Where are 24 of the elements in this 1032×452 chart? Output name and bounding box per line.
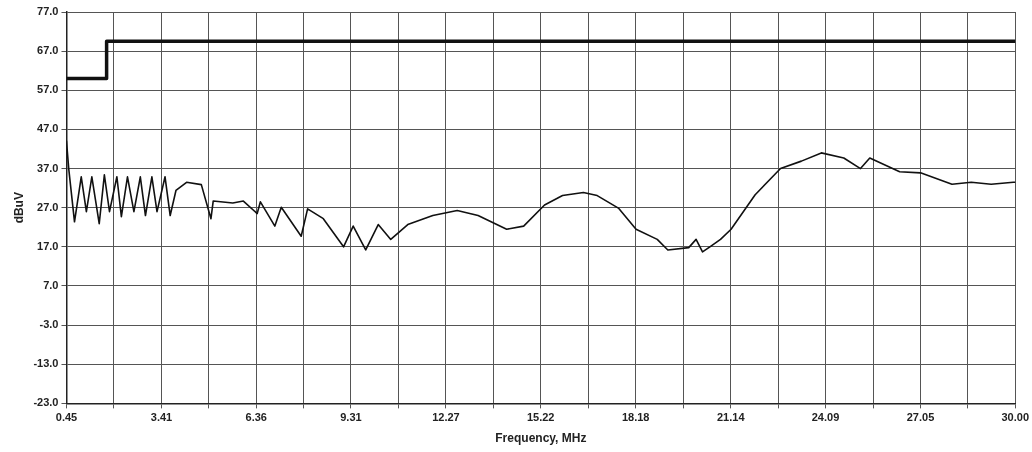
x-tick-label: 15.22 xyxy=(526,411,555,424)
y-tick-label: -23.0 xyxy=(33,396,59,409)
y-tick-label: 27.0 xyxy=(37,200,59,213)
y-tick-label: -3.0 xyxy=(39,318,59,331)
y-tick-label: 17.0 xyxy=(37,239,59,252)
x-tick-label: 30.00 xyxy=(1001,411,1029,424)
y-tick-label: 67.0 xyxy=(37,44,59,57)
y-tick-label: -13.0 xyxy=(33,357,59,370)
y-tick-label: 37.0 xyxy=(37,161,59,174)
y-tick-label: 57.0 xyxy=(37,83,59,96)
x-tick-label: 0.45 xyxy=(55,411,78,424)
x-tick-label: 9.31 xyxy=(340,411,362,424)
y-tick-label: 47.0 xyxy=(37,122,59,135)
y-tick-label: 77.0 xyxy=(37,5,59,18)
x-tick-label: 12.27 xyxy=(432,411,460,424)
x-axis-title: Frequency, MHz xyxy=(495,431,587,446)
x-tick-label: 18.18 xyxy=(621,411,650,424)
y-tick-label: 7.0 xyxy=(43,279,59,292)
y-axis-title: dBuV xyxy=(11,192,26,224)
x-tick-label: 24.09 xyxy=(811,411,840,424)
x-tick-label: 6.36 xyxy=(245,411,267,424)
x-tick-label: 27.05 xyxy=(906,411,935,424)
x-tick-label: 21.14 xyxy=(717,411,746,424)
x-tick-label: 3.41 xyxy=(150,411,173,424)
